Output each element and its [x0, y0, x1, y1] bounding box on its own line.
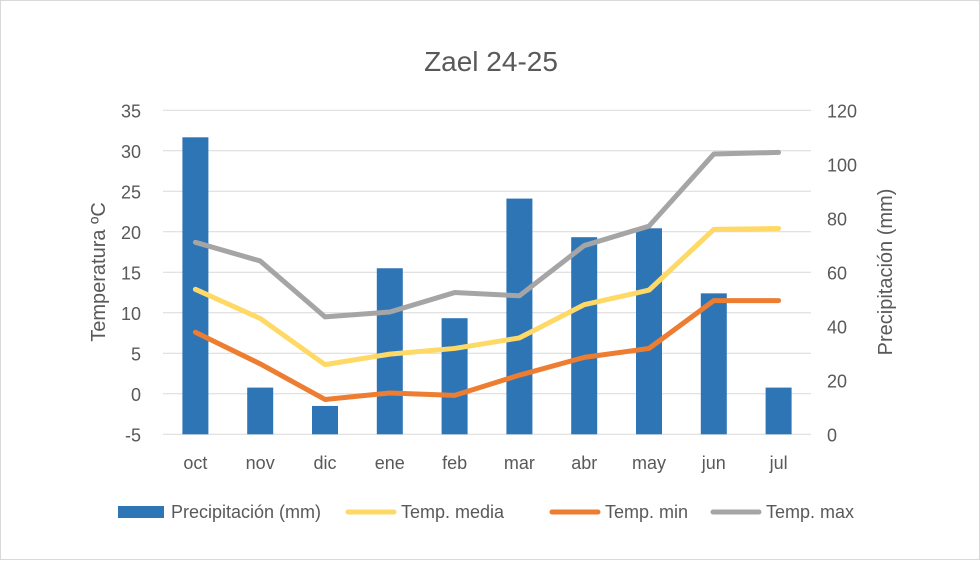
bar-oct	[182, 137, 208, 434]
y-left-tick: 30	[121, 142, 141, 162]
y-left-tick: -5	[125, 425, 141, 445]
legend-label: Temp. min	[605, 502, 688, 522]
bar-jun	[701, 293, 727, 434]
y-left-tick: 0	[131, 385, 141, 405]
bar-dic	[312, 406, 338, 434]
y-right-tick: 60	[827, 263, 847, 283]
x-tick: nov	[246, 453, 275, 473]
y-right-tick: 0	[827, 425, 837, 445]
x-tick: dic	[313, 453, 336, 473]
bar-feb	[442, 318, 468, 434]
chart-title: Zael 24-25	[424, 46, 558, 77]
legend: Precipitación (mm) Temp. media Temp. min Te…	[118, 502, 854, 522]
x-tick: may	[632, 453, 666, 473]
y-left-tick: 20	[121, 223, 141, 243]
y-left-label: Temperatura ºC	[88, 202, 110, 342]
legend-label: Precipitación (mm)	[171, 502, 321, 522]
line-temp-min	[195, 301, 778, 400]
y-right-tick: 40	[827, 317, 847, 337]
bar-abr	[571, 237, 597, 434]
y-right-tick: 120	[827, 101, 857, 121]
y-left-tick: 35	[121, 101, 141, 121]
x-tick: abr	[571, 453, 597, 473]
y-left-tick: 25	[121, 182, 141, 202]
y-right-label: Precipitación (mm)	[875, 189, 897, 356]
x-tick: mar	[504, 453, 535, 473]
legend-label: Temp. media	[401, 502, 505, 522]
legend-label: Temp. max	[766, 502, 854, 522]
bar-mar	[506, 199, 532, 435]
y-left-tick: 10	[121, 304, 141, 324]
y-right-tick: 20	[827, 371, 847, 391]
bar-may	[636, 228, 662, 434]
y-right-tick: 100	[827, 155, 857, 175]
x-tick: jul	[769, 453, 788, 473]
bar-nov	[247, 388, 273, 435]
x-tick: feb	[442, 453, 467, 473]
x-tick: ene	[375, 453, 405, 473]
y-right-tick: 80	[827, 209, 847, 229]
legend-swatch	[118, 506, 164, 518]
x-tick: jun	[701, 453, 726, 473]
y-left-tick: 15	[121, 263, 141, 283]
line-temp-max	[195, 152, 778, 316]
bar-jul	[766, 388, 792, 435]
y-left-tick: 5	[131, 344, 141, 364]
x-tick: oct	[183, 453, 207, 473]
